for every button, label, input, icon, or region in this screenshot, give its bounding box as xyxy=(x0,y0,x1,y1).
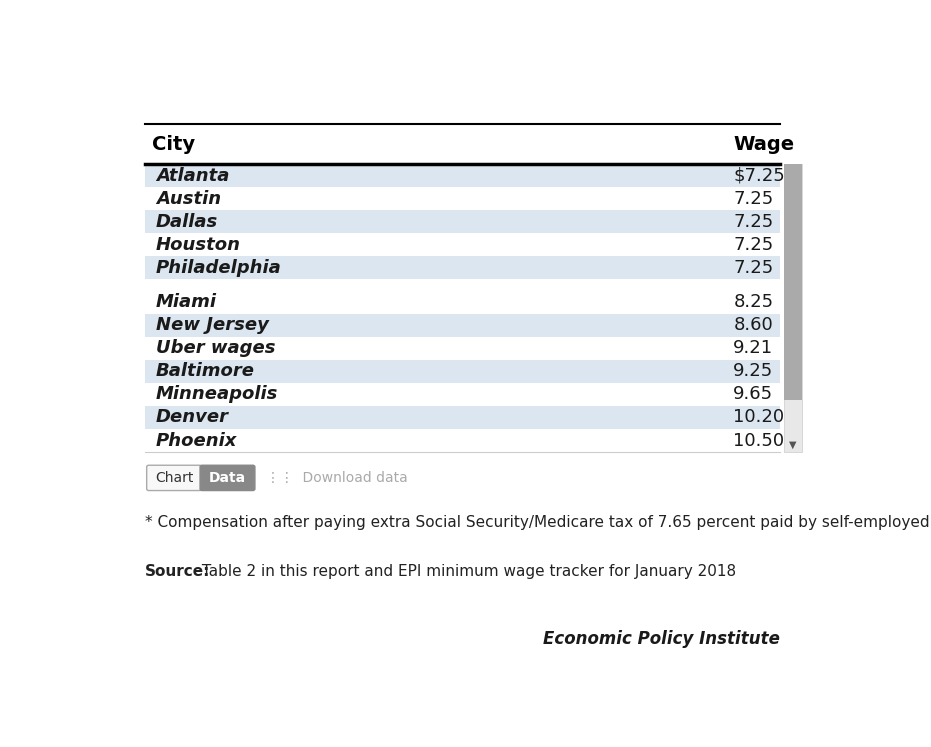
Text: 10.50: 10.50 xyxy=(734,432,785,450)
Text: 7.25: 7.25 xyxy=(734,259,774,277)
Text: Miami: Miami xyxy=(156,294,217,311)
Text: 9.25: 9.25 xyxy=(734,362,774,380)
Text: Wage: Wage xyxy=(734,134,794,154)
Text: Table 2 in this report and EPI minimum wage tracker for January 2018: Table 2 in this report and EPI minimum w… xyxy=(197,564,736,579)
Text: 9.65: 9.65 xyxy=(734,385,774,403)
Text: New Jersey: New Jersey xyxy=(156,317,269,335)
FancyBboxPatch shape xyxy=(145,291,780,314)
Text: 9.21: 9.21 xyxy=(734,339,774,358)
Text: 8.25: 8.25 xyxy=(734,294,774,311)
Text: Data: Data xyxy=(209,471,246,485)
Text: * Compensation after paying extra Social Security/Medicare tax of 7.65 percent p: * Compensation after paying extra Social… xyxy=(145,515,930,530)
FancyBboxPatch shape xyxy=(145,164,780,187)
FancyBboxPatch shape xyxy=(145,187,780,211)
Text: Austin: Austin xyxy=(156,190,222,208)
FancyBboxPatch shape xyxy=(145,360,780,383)
Text: 7.25: 7.25 xyxy=(734,190,774,208)
Text: Economic Policy Institute: Economic Policy Institute xyxy=(544,630,780,648)
Text: Dallas: Dallas xyxy=(156,213,218,231)
FancyBboxPatch shape xyxy=(145,314,780,337)
Text: $7.25: $7.25 xyxy=(734,167,785,185)
Text: Minneapolis: Minneapolis xyxy=(156,385,278,403)
Text: 7.25: 7.25 xyxy=(734,236,774,254)
FancyBboxPatch shape xyxy=(145,256,780,279)
FancyBboxPatch shape xyxy=(784,164,802,400)
FancyBboxPatch shape xyxy=(784,164,802,452)
Text: Baltimore: Baltimore xyxy=(156,362,255,380)
FancyBboxPatch shape xyxy=(145,337,780,360)
Text: Denver: Denver xyxy=(156,409,229,427)
Text: Houston: Houston xyxy=(156,236,241,254)
FancyBboxPatch shape xyxy=(145,406,780,429)
FancyBboxPatch shape xyxy=(147,465,201,491)
Text: Atlanta: Atlanta xyxy=(156,167,229,185)
Text: Source:: Source: xyxy=(145,564,210,579)
FancyBboxPatch shape xyxy=(145,211,780,233)
Text: Philadelphia: Philadelphia xyxy=(156,259,282,277)
Text: Chart: Chart xyxy=(155,471,194,485)
Text: Phoenix: Phoenix xyxy=(156,432,237,450)
Text: Uber wages: Uber wages xyxy=(156,339,276,358)
Text: ⋮⋮  Download data: ⋮⋮ Download data xyxy=(265,471,408,485)
FancyBboxPatch shape xyxy=(145,233,780,256)
FancyBboxPatch shape xyxy=(145,383,780,406)
Text: City: City xyxy=(153,134,196,154)
FancyBboxPatch shape xyxy=(200,465,255,491)
Text: 7.25: 7.25 xyxy=(734,213,774,231)
Text: ▼: ▼ xyxy=(789,440,797,450)
Text: 10.20: 10.20 xyxy=(734,409,785,427)
Text: 8.60: 8.60 xyxy=(734,317,773,335)
FancyBboxPatch shape xyxy=(145,429,780,452)
